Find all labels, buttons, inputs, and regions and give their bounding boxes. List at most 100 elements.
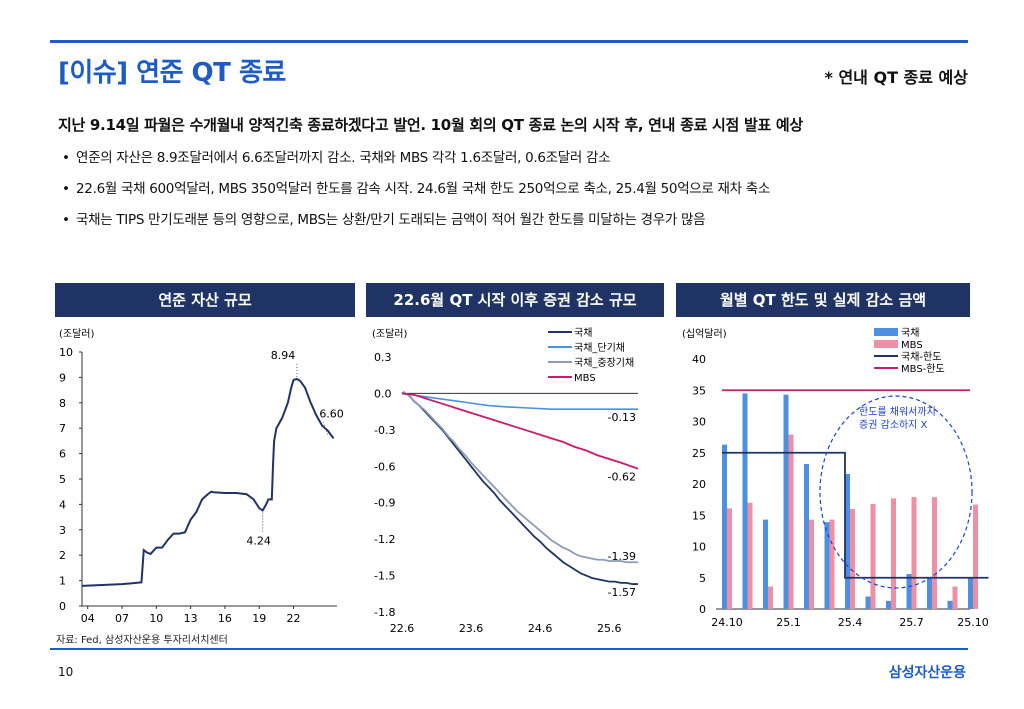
legend-label: 국채_단기채 <box>574 342 625 354</box>
y-tick-label: 7 <box>59 422 66 435</box>
bullet-item: • 국채는 TIPS 만기도래분 등의 영향으로, MBS는 상환/만기 도래되는… <box>62 212 706 228</box>
treasury-bar <box>865 596 871 609</box>
annotation-text: 한도를 채워서까지 <box>859 405 936 418</box>
mbs-bar <box>727 508 732 609</box>
source-note: 자료: Fed, 삼성자산운용 투자리서치센터 <box>56 635 228 646</box>
peak-label: 8.94 <box>271 349 296 362</box>
y-tick-label: 25 <box>692 447 706 460</box>
low-label: 4.24 <box>246 534 271 547</box>
treasury-bar <box>906 574 912 609</box>
treasury-bar <box>845 474 850 609</box>
x-tick-label: 22.6 <box>390 622 415 635</box>
mbs-bar <box>911 497 917 609</box>
y-tick-label: -0.6 <box>374 460 395 473</box>
x-tick-label: 07 <box>115 612 129 625</box>
mbs-bar <box>870 504 876 609</box>
treasury-bar <box>742 393 748 609</box>
page-number: 10 <box>58 665 74 679</box>
monthly-qt-chart: (십억달러) 0 5 10 15 20 25 30 35 40 24.10 25.1 25.4 25.7 2… <box>682 327 989 629</box>
bullet-text: 22.6월 국채 600억달러, MBS 350억달러 한도를 감속 시작. 2… <box>76 181 771 197</box>
x-tick-label: 22 <box>287 612 301 625</box>
x-tick-label: 24.6 <box>528 622 553 635</box>
bottom-rule <box>50 648 968 650</box>
bullet-item: • 연준의 자산은 8.9조달러에서 6.6조달러까지 감소. 국채와 MBS 각… <box>62 150 611 166</box>
treasury-bar <box>947 600 953 609</box>
y-tick-label: 1 <box>59 575 66 588</box>
y-tick-label: -1.5 <box>374 570 395 583</box>
x-tick-label: 25.1 <box>776 616 801 629</box>
y-tick-label: 20 <box>692 478 706 491</box>
end-value-label: -1.39 <box>608 550 636 563</box>
end-label: 6.60 <box>319 407 344 420</box>
series-line <box>401 392 639 470</box>
legend-label: 국채-한도 <box>901 351 941 363</box>
series-line <box>401 391 638 564</box>
x-tick-label: 25.7 <box>899 616 924 629</box>
y-tick-label: -0.9 <box>374 497 395 510</box>
mbs-bar <box>891 498 896 609</box>
y-tick-label: -1.8 <box>374 606 395 619</box>
treasury-bar <box>886 600 891 609</box>
y-tick-label: 3 <box>59 524 66 537</box>
mbs-bar <box>973 504 978 609</box>
y-tick-label: -1.2 <box>374 533 395 546</box>
mbs-bar <box>850 509 855 609</box>
annotation-text: 증권 감소하지 X <box>859 418 928 431</box>
treasury-bar <box>968 577 973 609</box>
treasury-bar <box>824 522 830 609</box>
treasury-bar <box>783 394 789 609</box>
mbs-bar <box>952 586 958 609</box>
treasury-bar <box>927 577 932 609</box>
legend-label: MBS-한도 <box>901 363 945 375</box>
chart1-header: 연준 자산 규모 <box>55 283 355 317</box>
title-note: * 연내 QT 종료 예상 <box>824 68 968 87</box>
legend-label: 국채 <box>574 327 592 339</box>
mbs-bar <box>747 502 753 609</box>
annotation-leader <box>323 422 329 435</box>
mbs-bar <box>932 497 937 609</box>
y-tick-label: 15 <box>692 509 706 522</box>
legend-label: 국채 <box>901 327 919 339</box>
y-tick-label: 0 <box>699 603 706 616</box>
x-tick-label: 04 <box>81 612 95 625</box>
legend-label: MBS <box>574 373 596 384</box>
y-tick-label: 8 <box>59 397 66 410</box>
y-tick-label: 9 <box>59 371 66 384</box>
series-line <box>401 391 638 585</box>
x-tick-label: 25.4 <box>838 616 863 629</box>
treasury-bar <box>722 444 727 609</box>
annotation-ellipse <box>819 395 973 589</box>
y-tick-label: 0.3 <box>374 351 392 364</box>
y-tick-label: 10 <box>59 346 73 359</box>
x-tick-label: 24.10 <box>711 616 743 629</box>
x-tick-label: 23.6 <box>459 622 484 635</box>
unit-label: (조달러) <box>59 328 95 340</box>
mbs-bar <box>768 586 773 609</box>
legend-label: 국채_중장기채 <box>574 357 634 369</box>
y-tick-label: 5 <box>699 572 706 585</box>
x-tick-label: 25.6 <box>597 622 622 635</box>
y-tick-label: 10 <box>692 541 706 554</box>
chart2-header: 22.6월 QT 시작 이후 증권 감소 규모 <box>366 283 664 317</box>
securities-decline-chart: (조달러) 0.3 0.0 -0.3 -0.6 -0.9 -1.2 -1.5 -1.8 22.6 2… <box>372 327 639 635</box>
legend-swatch <box>874 328 898 336</box>
treasury-bar <box>763 519 768 609</box>
end-value-label: -0.62 <box>608 471 636 484</box>
unit-label: (조달러) <box>372 328 408 340</box>
y-tick-label: 4 <box>59 498 66 511</box>
x-tick-label: 10 <box>149 612 163 625</box>
y-tick-label: 2 <box>59 549 66 562</box>
y-tick-label: 35 <box>692 384 706 397</box>
bullet-item: • 22.6월 국채 600억달러, MBS 350억달러 한도를 감속 시작. … <box>62 181 771 197</box>
page-title: [이슈] 연준 QT 종료 <box>58 58 286 88</box>
legend-label: MBS <box>901 340 923 351</box>
y-tick-label: 6 <box>59 448 66 461</box>
bullet-list: • 연준의 자산은 8.9조달러에서 6.6조달러까지 감소. 국채와 MBS 각… <box>62 147 770 240</box>
chart3-header: 월별 QT 한도 및 실제 감소 금액 <box>676 283 970 317</box>
top-rule <box>50 40 968 43</box>
end-value-label: -1.57 <box>608 586 636 599</box>
x-tick-label: 25.10 <box>957 616 989 629</box>
y-tick-label: 30 <box>692 416 706 429</box>
treasury-bar <box>804 464 809 609</box>
mbs-bar <box>788 434 794 609</box>
